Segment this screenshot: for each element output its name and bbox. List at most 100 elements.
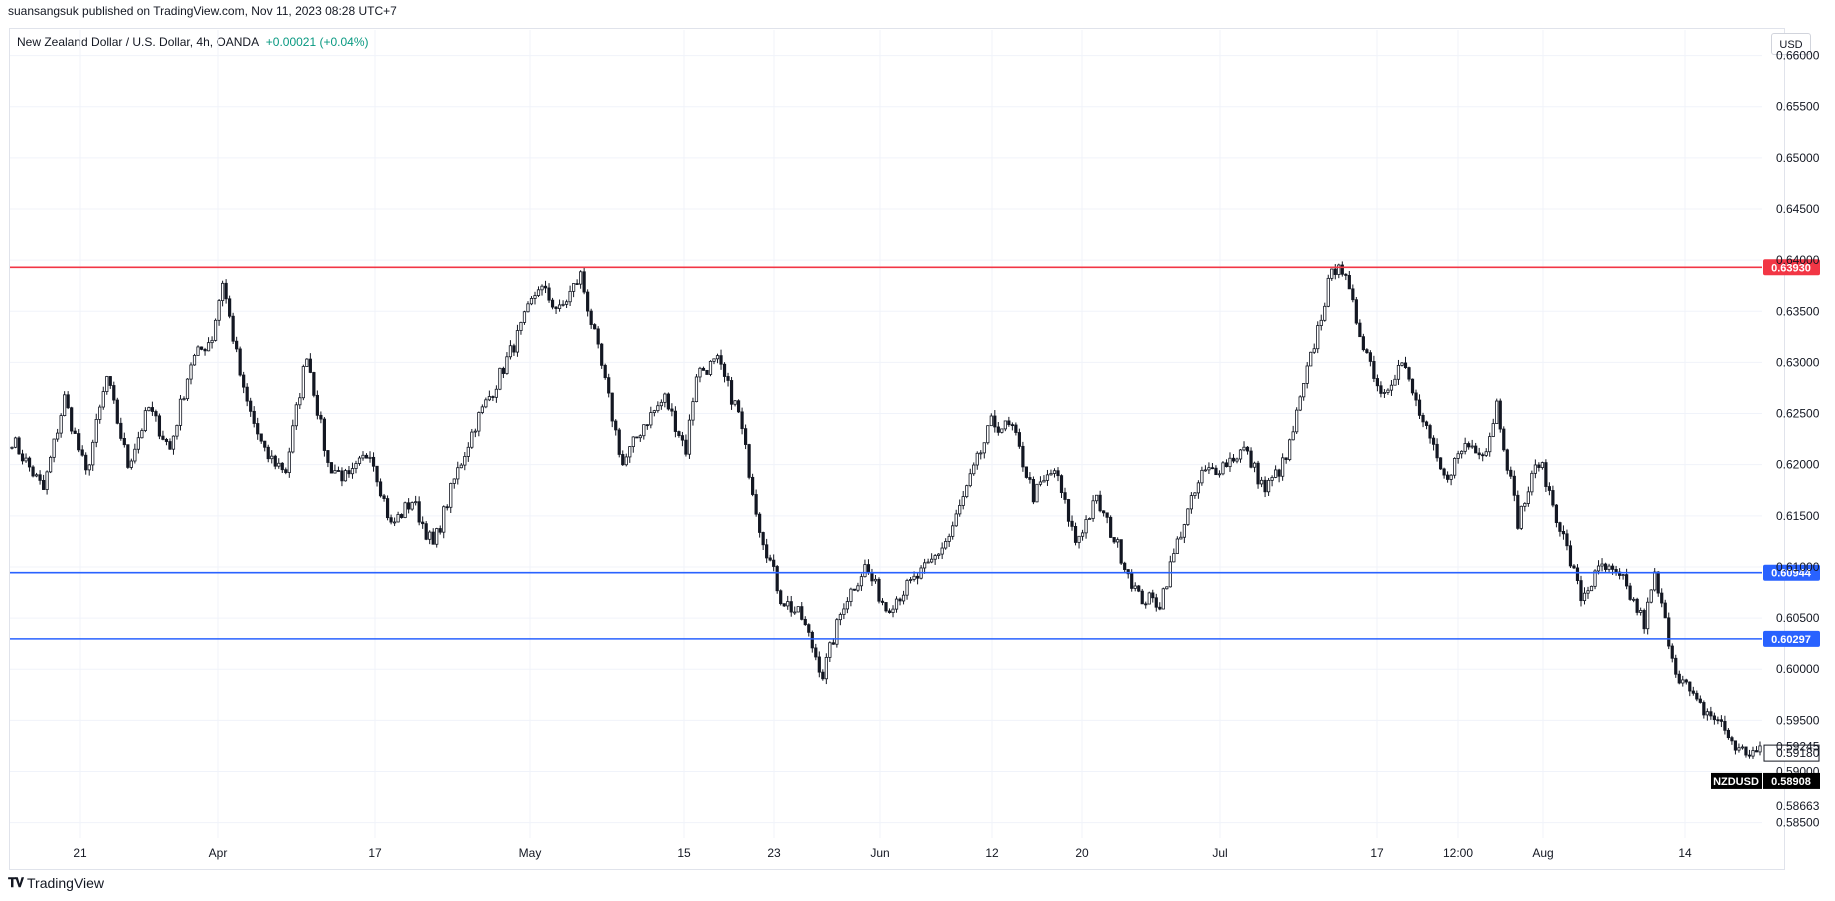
candle xyxy=(1677,670,1681,685)
candle xyxy=(649,406,653,429)
candle xyxy=(691,397,695,426)
candle xyxy=(122,432,126,448)
x-tick-label: 12:00 xyxy=(1443,846,1473,860)
candle xyxy=(1403,356,1408,369)
candle xyxy=(1256,460,1260,489)
candle xyxy=(1259,476,1264,488)
candle xyxy=(217,299,221,326)
candle xyxy=(993,410,997,433)
candle xyxy=(1579,575,1583,607)
candle xyxy=(652,409,656,417)
candle xyxy=(1568,540,1573,569)
candle xyxy=(73,427,77,434)
tradingview-brand[interactable]: 𝐓𝐕 TradingView xyxy=(8,875,104,891)
candle xyxy=(1203,465,1208,472)
candle xyxy=(1733,740,1738,755)
candle xyxy=(1189,492,1193,514)
candle xyxy=(336,466,341,472)
candle xyxy=(1691,686,1695,696)
candle xyxy=(529,296,534,306)
candle xyxy=(1751,746,1755,759)
x-tick-label: 17 xyxy=(1370,846,1384,860)
candle xyxy=(249,397,253,417)
candle xyxy=(1000,428,1004,434)
candle xyxy=(617,427,621,458)
candle xyxy=(965,484,969,499)
candle xyxy=(656,401,660,413)
candle xyxy=(1116,537,1120,548)
candle xyxy=(765,538,769,563)
candle xyxy=(894,596,899,613)
candle xyxy=(459,463,463,469)
candle xyxy=(410,501,414,511)
candle xyxy=(852,588,857,591)
candle xyxy=(835,617,839,648)
candle xyxy=(484,397,488,409)
candle xyxy=(357,455,362,466)
candle xyxy=(1603,562,1608,572)
candle xyxy=(821,669,825,681)
candle xyxy=(905,578,909,600)
candle xyxy=(1281,453,1285,481)
y-tick-label: 0.64000 xyxy=(1776,253,1820,267)
currency-button[interactable]: USD xyxy=(1771,33,1811,55)
candle xyxy=(1133,582,1137,592)
candle xyxy=(659,399,663,410)
candle xyxy=(1045,469,1050,486)
candle xyxy=(445,504,449,511)
candle xyxy=(196,345,200,356)
candle xyxy=(1056,467,1060,482)
candle xyxy=(596,326,600,349)
candle xyxy=(733,400,737,407)
level-price-tag xyxy=(1763,564,1820,581)
symbol-tag-label: NZDUSD xyxy=(1713,776,1759,788)
candle xyxy=(961,490,965,510)
candle xyxy=(694,374,699,403)
candle xyxy=(533,291,537,305)
candle xyxy=(729,376,734,410)
candle xyxy=(463,452,467,471)
candle xyxy=(842,603,846,620)
candle xyxy=(1561,525,1566,540)
candle xyxy=(1109,515,1113,538)
candle xyxy=(470,428,474,449)
candle xyxy=(340,467,344,487)
candle xyxy=(298,392,302,409)
candle xyxy=(1137,584,1141,593)
candle xyxy=(1505,448,1509,475)
candle xyxy=(1105,512,1109,524)
candle xyxy=(329,462,334,474)
candle xyxy=(115,397,119,425)
candle xyxy=(1070,515,1074,531)
candle xyxy=(38,470,42,485)
candle xyxy=(715,353,720,364)
candle xyxy=(519,321,523,335)
candle xyxy=(305,358,309,367)
candle xyxy=(213,318,218,342)
tradingview-logo-icon: 𝐓𝐕 xyxy=(8,875,24,890)
candle xyxy=(1077,535,1081,549)
candle xyxy=(1073,522,1078,546)
candle xyxy=(1498,398,1502,433)
candle xyxy=(747,443,751,480)
candle xyxy=(1021,441,1025,472)
x-tick-label: 15 xyxy=(677,846,691,860)
x-tick-label: Aug xyxy=(1532,846,1553,860)
candle xyxy=(1716,716,1720,725)
grid-lines xyxy=(10,30,1762,838)
candle xyxy=(761,531,765,551)
candle xyxy=(1449,474,1453,486)
candle xyxy=(1144,601,1148,609)
candle xyxy=(389,514,393,525)
candle xyxy=(968,468,972,488)
candle xyxy=(1126,569,1130,579)
candle xyxy=(1119,539,1123,565)
candle xyxy=(705,369,709,375)
candle xyxy=(59,413,63,438)
candle xyxy=(1386,388,1390,395)
candle xyxy=(66,391,70,410)
candle xyxy=(343,468,348,482)
candle xyxy=(1277,468,1281,483)
candle xyxy=(1674,654,1678,678)
